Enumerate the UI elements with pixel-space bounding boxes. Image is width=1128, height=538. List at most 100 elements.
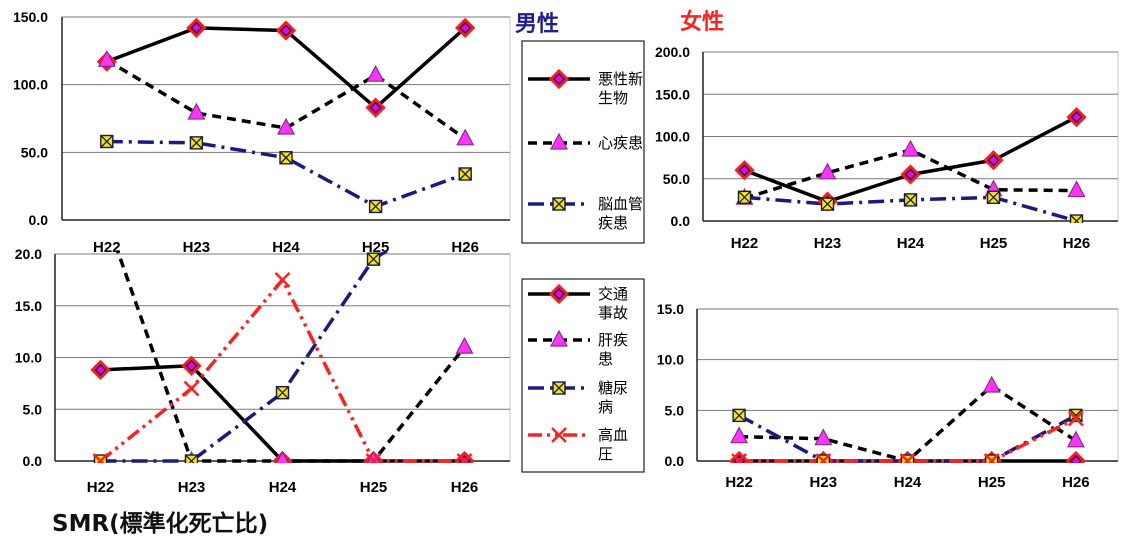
x-tick-label: H22: [87, 479, 115, 496]
series-marker: [903, 193, 918, 207]
y-tick-label: 150.0: [655, 86, 690, 102]
female-major-plot: 0.0 50.0 100.0 150.0 200.0 H22 H23 H24 H25 H26: [655, 44, 1119, 252]
y-tick-label: 150.0: [13, 9, 48, 25]
x-tick-label: H25: [360, 479, 388, 496]
legend-marker: [548, 68, 570, 90]
series-marker: [815, 453, 832, 463]
series-marker: [732, 408, 746, 423]
series-marker: [365, 453, 382, 463]
legend-label: 事故: [598, 305, 628, 322]
y-tick-label: 20.0: [15, 246, 42, 262]
y-tick-label: 0.0: [671, 213, 691, 229]
x-tick-label: H22: [93, 239, 121, 256]
x-tick-label: H23: [810, 474, 838, 491]
series-marker: [274, 271, 291, 288]
series-marker: [186, 17, 207, 38]
series-marker: [90, 359, 111, 381]
legend-label: 心疾患: [598, 135, 643, 152]
y-tick-label: 10.0: [15, 350, 42, 366]
series-line: [105, 58, 467, 141]
series-marker: [1067, 180, 1086, 198]
series-group: [90, 252, 475, 463]
x-tick-label: H22: [731, 235, 759, 252]
series-marker: [366, 64, 385, 82]
x-tick-label: H24: [894, 474, 922, 491]
legend-marker: [552, 197, 566, 211]
series-group: [734, 106, 1087, 223]
series-marker: [100, 134, 114, 149]
x-tick-label: H23: [183, 239, 211, 256]
series-marker: [368, 199, 383, 214]
legend-frame: [521, 278, 645, 473]
series-marker: [455, 17, 476, 38]
legend-label: 糖尿: [598, 380, 628, 397]
y-tick-label: 0.0: [29, 212, 49, 228]
series-marker: [734, 160, 755, 181]
series-marker: [276, 117, 296, 135]
series-marker: [458, 167, 472, 181]
title-female: 女性: [680, 10, 725, 35]
legend-marker: [548, 283, 570, 305]
title-male: 男性: [515, 12, 560, 37]
x-tick-label: H24: [269, 479, 297, 496]
series-marker: [181, 355, 202, 376]
series-marker: [814, 428, 833, 446]
series-marker: [455, 336, 474, 354]
x-tick-label: H26: [451, 479, 479, 496]
series-marker: [456, 128, 475, 146]
x-tick-label: H26: [451, 239, 479, 256]
legend-label: 生物: [598, 90, 628, 107]
series-group: [728, 375, 1087, 463]
series-marker: [1069, 408, 1083, 423]
series-marker: [275, 20, 297, 41]
series-marker: [92, 453, 109, 463]
x-tick-label: H24: [272, 239, 300, 256]
legend-label: 悪性新: [598, 71, 643, 88]
x-tick-label: H26: [1062, 474, 1090, 491]
y-tick-label: 50.0: [21, 144, 48, 160]
series-line: [106, 139, 466, 209]
series-marker: [187, 102, 206, 120]
y-tick-label: 50.0: [663, 171, 690, 187]
series-group: [96, 17, 476, 214]
series-marker: [1065, 450, 1087, 463]
x-tick-label: H24: [897, 235, 925, 252]
series-marker: [456, 453, 473, 463]
legend-label: 脳血管: [598, 196, 643, 213]
series-marker: [731, 453, 747, 463]
x-tick-label: H23: [178, 479, 206, 496]
series-marker: [1066, 430, 1085, 448]
series-marker: [983, 150, 1004, 171]
series-marker: [366, 450, 381, 463]
x-tick-label: H25: [980, 235, 1008, 252]
y-tick-label: 15.0: [657, 301, 684, 317]
series-marker: [900, 164, 921, 185]
series-marker: [97, 50, 116, 67]
series-marker: [1068, 410, 1084, 427]
legend-label: 圧: [598, 446, 613, 463]
legend-label: 疾患: [598, 215, 628, 232]
male-major-plot: 0.0 50.0 100.0 150.0 H22 H23 H24 H25 H26: [13, 9, 511, 256]
series-marker: [365, 97, 386, 118]
series-marker: [184, 454, 199, 463]
series-marker: [1066, 106, 1087, 128]
series-marker: [737, 190, 752, 205]
series-marker: [275, 450, 290, 463]
legend-label: 交通: [598, 285, 628, 303]
legend-label: 高血: [598, 427, 628, 444]
series-marker: [901, 139, 920, 157]
x-tick-label: H26: [1063, 235, 1091, 252]
legend-label: 患: [598, 351, 613, 368]
y-tick-label: 5.0: [665, 402, 685, 418]
x-tick-label: H23: [814, 235, 842, 252]
series-marker: [982, 375, 1001, 393]
series-marker: [275, 385, 290, 400]
legend-marker: [550, 132, 568, 150]
series-marker: [899, 453, 916, 463]
legend-frame: [521, 40, 645, 244]
x-tick-label: H22: [725, 474, 753, 491]
series-marker: [730, 426, 749, 444]
